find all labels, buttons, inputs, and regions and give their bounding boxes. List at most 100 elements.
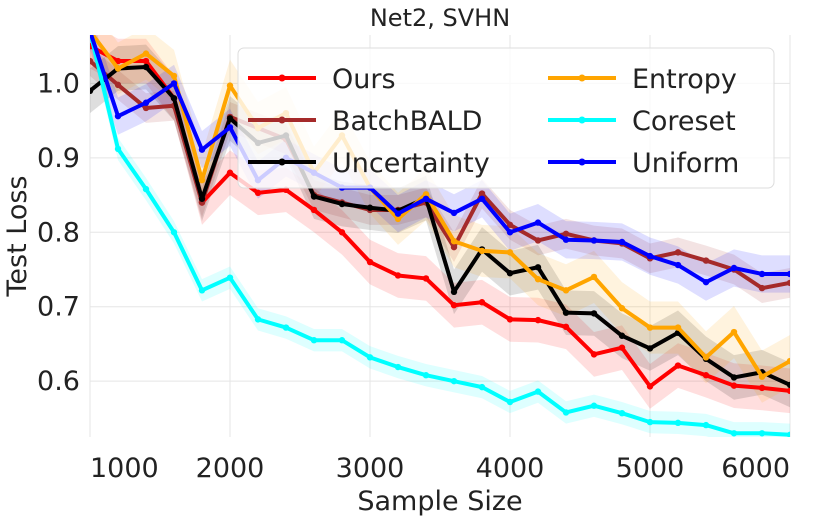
point-entropy <box>478 247 486 255</box>
point-batchbald <box>114 81 122 89</box>
legend-marker <box>578 116 586 124</box>
y-tick-label: 0.6 <box>37 366 80 397</box>
x-tick-label: 4000 <box>476 453 545 484</box>
legend-label: Uniform <box>632 148 739 179</box>
point-coreset <box>758 430 766 437</box>
point-coreset <box>730 430 738 437</box>
point-ours <box>786 387 790 395</box>
point-ours <box>758 384 766 392</box>
legend-label: Uncertainty <box>332 148 490 179</box>
legend-box <box>237 47 775 189</box>
point-uncertainty <box>170 95 178 102</box>
x-tick-label: 2000 <box>196 453 265 484</box>
legend-item-entropy: Entropy <box>548 64 737 95</box>
point-coreset <box>674 419 682 427</box>
y-tick-label: 0.7 <box>37 292 80 323</box>
point-coreset <box>534 388 542 395</box>
x-tick-label: 5000 <box>616 453 685 484</box>
point-uncertainty <box>338 200 346 208</box>
y-tick-label: 0.8 <box>37 217 80 248</box>
point-entropy <box>87 28 93 34</box>
band-batchbald <box>90 46 790 304</box>
point-ours <box>394 272 402 279</box>
point-ours <box>646 383 654 390</box>
point-batchbald <box>534 237 542 244</box>
point-uncertainty <box>226 115 234 122</box>
point-entropy <box>702 354 710 361</box>
point-uncertainty <box>366 204 374 211</box>
point-coreset <box>646 418 654 426</box>
point-uniform <box>562 236 570 243</box>
point-coreset <box>450 377 458 385</box>
line-uncertainty <box>90 65 790 387</box>
chart-title: Net2, SVHN <box>370 4 510 32</box>
legend: Ours BatchBALD Uncertainty Entropy Coreset Un… <box>237 47 775 189</box>
legend-label: Coreset <box>632 106 736 137</box>
point-coreset <box>282 324 290 331</box>
legend-item-ours: Ours <box>248 64 396 95</box>
point-coreset <box>226 274 234 281</box>
point-uniform <box>590 237 598 244</box>
point-ours <box>338 229 346 236</box>
point-uniform <box>170 80 178 87</box>
point-uncertainty <box>730 374 738 381</box>
point-batchbald <box>786 279 790 287</box>
point-entropy <box>226 82 234 89</box>
point-ours <box>422 275 430 282</box>
point-coreset <box>142 185 150 193</box>
point-ours <box>478 299 486 306</box>
point-batchbald <box>758 284 766 292</box>
point-entropy <box>674 324 682 331</box>
point-ours <box>310 206 318 214</box>
line-coreset <box>90 35 790 437</box>
legend-marker <box>278 74 286 82</box>
series-lines <box>87 28 790 437</box>
point-entropy <box>142 50 150 57</box>
point-coreset <box>170 229 178 236</box>
y-axis-title: Test Loss <box>2 176 33 298</box>
point-entropy <box>422 191 430 198</box>
band-uniform <box>90 35 790 301</box>
point-ours <box>562 323 570 331</box>
point-coreset <box>366 354 374 361</box>
series-coreset <box>90 35 790 437</box>
band-ours <box>90 35 790 414</box>
point-entropy <box>198 176 206 184</box>
point-coreset <box>590 402 598 409</box>
point-coreset <box>478 383 486 391</box>
point-entropy <box>394 215 402 223</box>
point-uncertainty <box>618 332 626 339</box>
point-coreset <box>310 337 318 344</box>
point-uncertainty <box>506 270 514 277</box>
point-coreset <box>338 337 346 344</box>
legend-marker <box>278 116 286 124</box>
point-uniform <box>142 99 150 106</box>
point-ours <box>702 372 710 379</box>
legend-marker <box>278 158 286 166</box>
point-uniform <box>674 261 682 269</box>
point-entropy <box>562 287 570 294</box>
legend-label: Ours <box>332 64 396 95</box>
point-ours <box>506 316 514 323</box>
point-uniform <box>730 264 738 272</box>
legend-label: Entropy <box>632 64 737 95</box>
point-uniform <box>394 210 402 217</box>
legend-marker <box>578 74 586 82</box>
point-batchbald <box>506 221 514 229</box>
point-batchbald <box>450 243 458 251</box>
point-uniform <box>450 209 458 217</box>
point-uniform <box>786 270 790 278</box>
point-uncertainty <box>90 87 94 95</box>
point-uniform <box>87 28 93 34</box>
point-entropy <box>114 65 122 72</box>
point-ours <box>254 189 262 197</box>
point-uniform <box>114 112 122 120</box>
point-ours <box>730 382 738 389</box>
tick-labels: 1000 2000 3000 4000 5000 6000 0.6 0.7 0.8 0.9 1.0 <box>37 68 790 484</box>
point-coreset <box>422 372 430 379</box>
point-ours <box>142 57 150 65</box>
point-uncertainty <box>590 310 598 317</box>
point-ours <box>226 169 234 176</box>
point-entropy <box>450 238 458 245</box>
